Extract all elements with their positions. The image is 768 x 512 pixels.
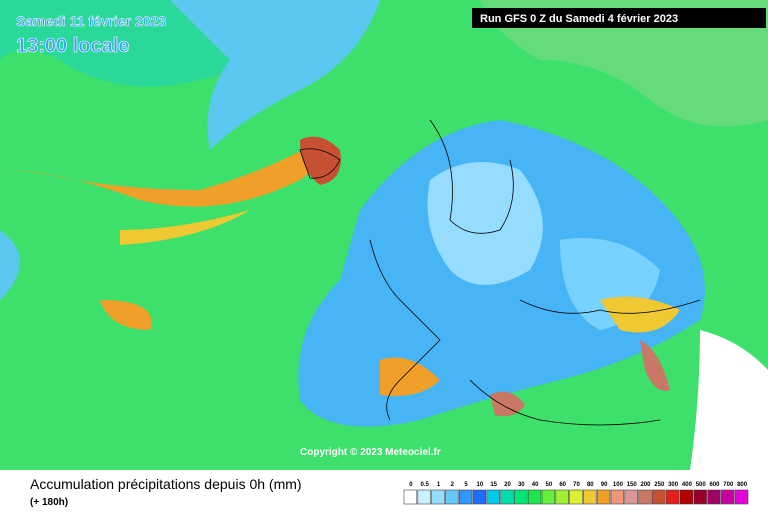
legend-swatch	[679, 489, 694, 505]
legend-swatch	[445, 489, 459, 505]
legend-label: 1	[437, 482, 441, 488]
footer-title: Accumulation précipitations depuis 0h (m…	[30, 476, 302, 492]
legend-swatch	[472, 489, 487, 505]
legend-label: 150	[627, 482, 638, 488]
legend-label: 400	[682, 482, 693, 488]
legend-swatch	[596, 489, 611, 505]
legend-label: 700	[723, 482, 734, 488]
coastlines	[299, 119, 701, 426]
legend-label: 80	[587, 482, 594, 488]
legend-label: 20	[504, 482, 511, 488]
legend-swatch	[486, 489, 500, 505]
legend-label: 50	[546, 482, 553, 488]
legend-swatch	[638, 489, 652, 505]
legend-swatch	[417, 489, 431, 505]
legend-label: 300	[668, 482, 679, 488]
legend: 0 0.5 1 2 5 10 15 20 30 40 50 60 70 80 90 100 150 200 250 3…	[403, 482, 749, 505]
legend-label: 0	[409, 482, 413, 488]
legend-swatch	[624, 489, 638, 505]
legend-label: 0.5	[421, 482, 430, 488]
precipitation-field	[0, 0, 768, 470]
legend-swatch	[500, 489, 514, 505]
legend-label: 800	[737, 482, 748, 488]
legend-label: 90	[601, 482, 608, 488]
legend-swatch	[734, 489, 749, 505]
footer-lead: (+ 180h)	[30, 497, 68, 508]
run-box	[472, 8, 766, 28]
legend-swatch	[707, 489, 721, 505]
legend-swatch	[403, 489, 418, 505]
legend-swatch	[555, 489, 569, 505]
legend-swatch	[569, 489, 583, 505]
date: Samedi 11 février 2023	[16, 13, 166, 29]
legend-swatch	[665, 489, 680, 505]
legend-label: 600	[709, 482, 720, 488]
legend-swatch	[514, 489, 528, 505]
legend-label: 30	[518, 482, 525, 488]
legend-label: 15	[490, 482, 497, 488]
legend-swatch	[652, 489, 666, 505]
legend-swatch	[458, 489, 473, 505]
time: 13:00 locale	[16, 35, 129, 57]
legend-label: 40	[532, 482, 539, 488]
legend-label: 250	[654, 482, 665, 488]
legend-swatch	[610, 489, 625, 505]
run-info: Run GFS 0 Z du Samedi 4 février 2023	[480, 13, 678, 25]
legend-swatch	[583, 489, 597, 505]
legend-label: 10	[477, 482, 484, 488]
legend-swatch	[721, 489, 735, 505]
legend-swatch	[431, 489, 445, 505]
legend-label: 100	[613, 482, 624, 488]
legend-label: 60	[559, 482, 566, 488]
legend-swatch	[693, 489, 707, 505]
legend-label: 200	[640, 482, 651, 488]
legend-label: 2	[451, 482, 455, 488]
legend-label: 500	[696, 482, 707, 488]
legend-label: 5	[464, 482, 468, 488]
legend-label: 70	[573, 482, 580, 488]
legend-swatch	[541, 489, 556, 505]
copyright: Copyright © 2023 Meteociel.fr	[300, 447, 441, 458]
legend-swatch	[527, 489, 542, 505]
